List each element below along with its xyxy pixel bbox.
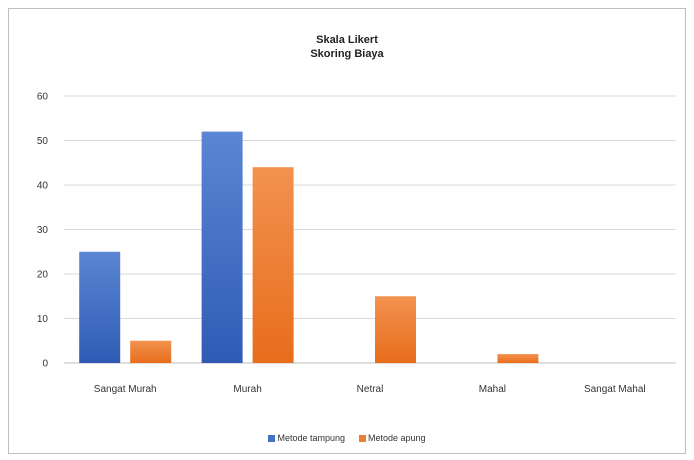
y-tick-label: 30 [37, 225, 49, 236]
x-tick-label: Murah [233, 384, 261, 395]
y-tick-label: 40 [37, 181, 49, 192]
legend: Metode tampung Metode apung [0, 433, 694, 443]
chart-subtitle: Skoring Biaya [310, 48, 384, 60]
y-tick-label: 10 [37, 314, 49, 325]
x-tick-label: Sangat Mahal [584, 384, 646, 395]
legend-item-metode-tampung: Metode tampung [268, 433, 345, 443]
bar-metode-tampung-sangat-murah [79, 251, 121, 363]
y-tick-label: 60 [37, 92, 49, 103]
legend-label-metode-apung: Metode apung [368, 433, 426, 443]
legend-swatch-blue [268, 434, 276, 442]
chart-title: Skala Likert [316, 34, 378, 46]
legend-item-metode-apung: Metode apung [359, 433, 426, 443]
x-tick-label: Mahal [479, 384, 506, 395]
y-tick-label: 50 [37, 136, 49, 147]
bar-metode-apung-mahal [497, 354, 539, 363]
y-tick-label: 0 [42, 359, 48, 370]
bar-metode-apung-sangat-murah [130, 340, 172, 363]
legend-swatch-orange [359, 434, 366, 442]
bar-metode-apung-murah [252, 167, 294, 363]
x-tick-label: Netral [357, 384, 384, 395]
chart-frame [8, 8, 686, 454]
bar-metode-apung-netral [375, 296, 416, 363]
x-tick-label: Sangat Murah [94, 384, 157, 395]
bar-metode-tampung-murah [201, 131, 243, 363]
y-tick-label: 20 [37, 270, 49, 281]
legend-label-metode-tampung: Metode tampung [277, 433, 345, 443]
